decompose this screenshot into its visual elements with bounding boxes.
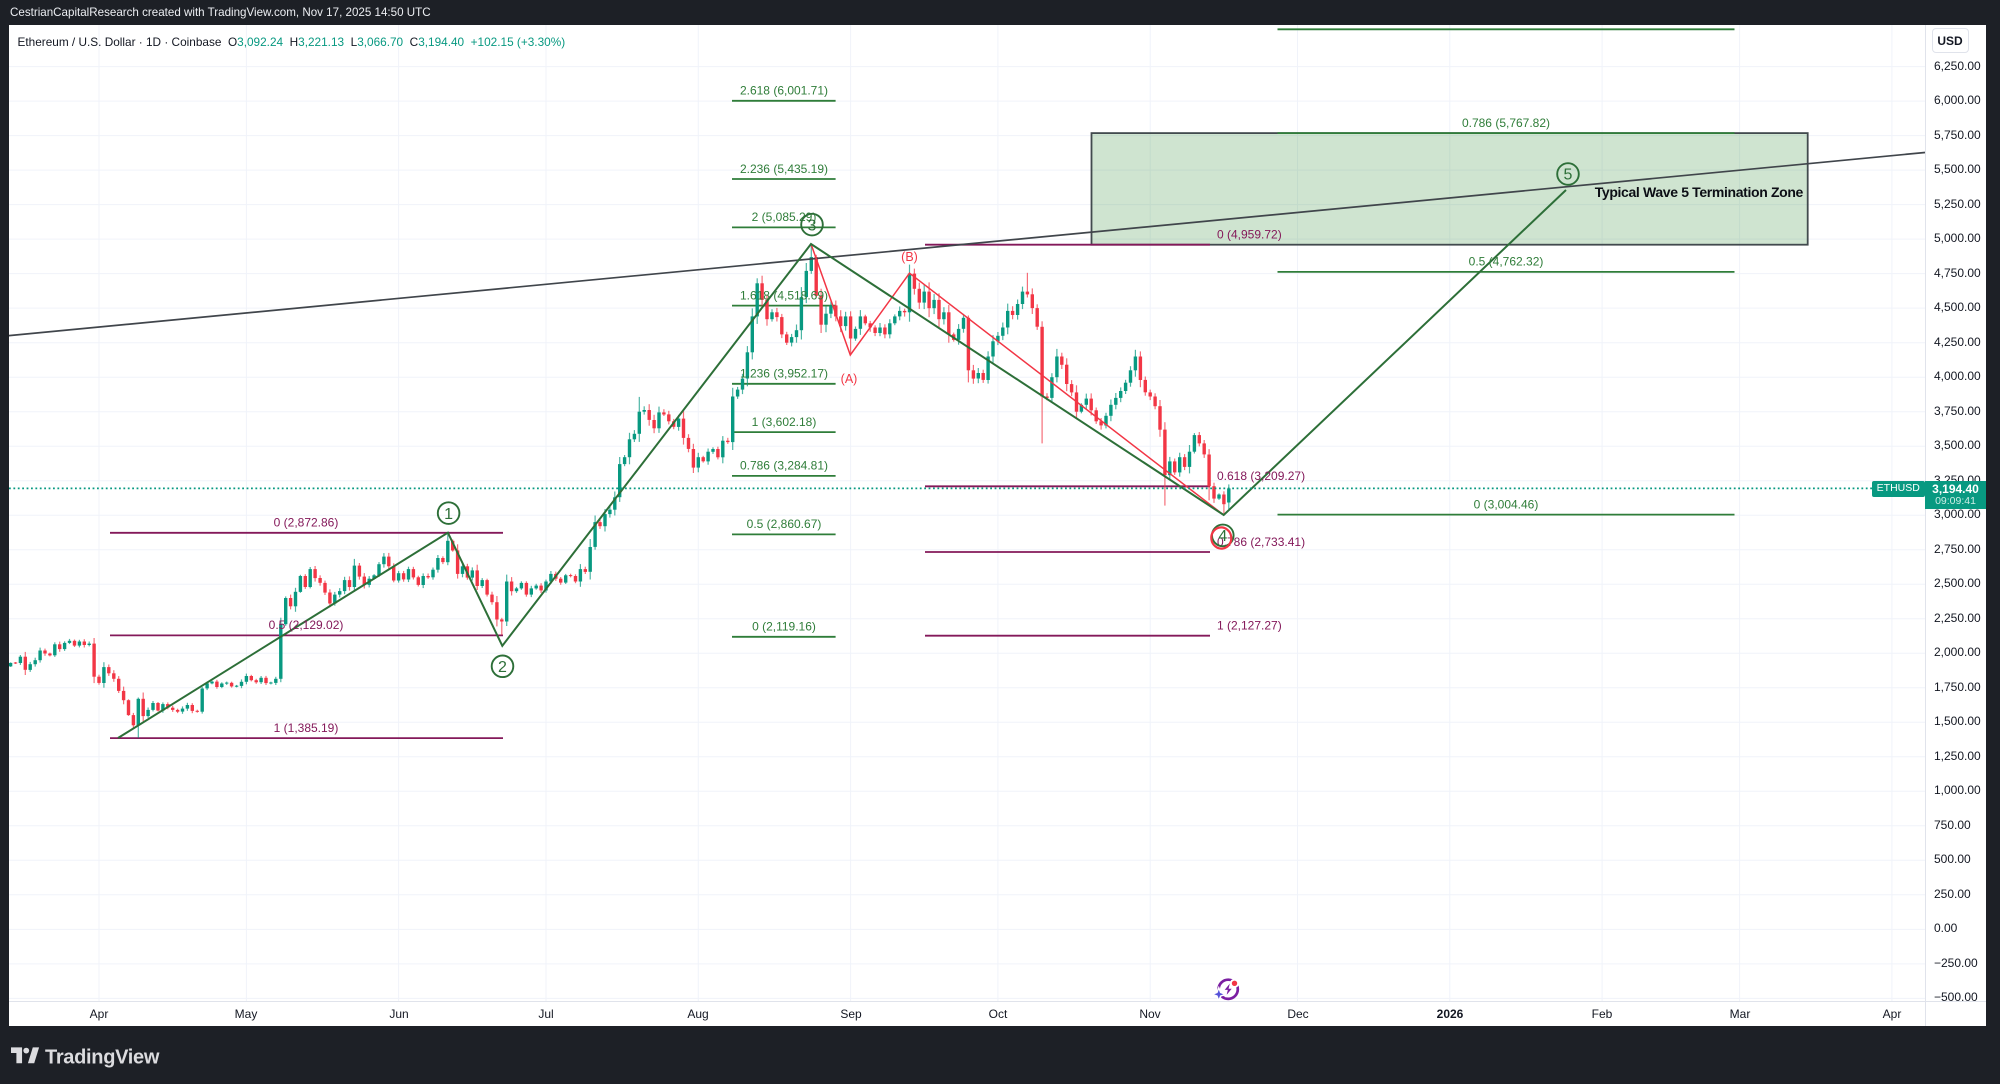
svg-text:(A): (A) xyxy=(841,372,858,386)
svg-text:0.5 (4,762.32): 0.5 (4,762.32) xyxy=(1469,255,1544,269)
svg-text:2.618 (6,001.71): 2.618 (6,001.71) xyxy=(740,84,828,98)
svg-text:0.5 (2,860.67): 0.5 (2,860.67) xyxy=(747,517,822,531)
svg-text:2.236 (5,435.19): 2.236 (5,435.19) xyxy=(740,162,828,176)
svg-text:0.786 (2,733.41): 0.786 (2,733.41) xyxy=(1217,535,1305,549)
svg-text:3: 3 xyxy=(808,217,817,234)
svg-text:0 (2,119.16): 0 (2,119.16) xyxy=(752,620,816,634)
svg-text:Typical Wave 5 Termination Zon: Typical Wave 5 Termination Zone xyxy=(1595,184,1804,200)
svg-text:1.236 (3,952.17): 1.236 (3,952.17) xyxy=(740,367,828,381)
svg-text:0 (3,004.46): 0 (3,004.46) xyxy=(1474,497,1539,511)
svg-text:1 (3,602.18): 1 (3,602.18) xyxy=(752,415,817,429)
svg-text:0.786 (3,284.81): 0.786 (3,284.81) xyxy=(740,459,828,473)
svg-text:0.5 (2,129.02): 0.5 (2,129.02) xyxy=(269,618,344,632)
svg-text:TradingView: TradingView xyxy=(45,1046,160,1068)
svg-text:1 (2,127.27): 1 (2,127.27) xyxy=(1217,619,1282,633)
svg-text:1: 1 xyxy=(444,506,453,523)
svg-text:4: 4 xyxy=(1218,528,1227,545)
svg-text:(B): (B) xyxy=(901,250,918,264)
svg-text:2: 2 xyxy=(498,659,507,676)
svg-text:2 (5,085.29): 2 (5,085.29) xyxy=(752,210,817,224)
svg-text:0.618 (3,209.27): 0.618 (3,209.27) xyxy=(1217,469,1305,483)
svg-text:0 (4,959.72): 0 (4,959.72) xyxy=(1217,228,1282,242)
svg-text:0.786 (5,767.82): 0.786 (5,767.82) xyxy=(1462,116,1550,130)
svg-text:1 (1,385.19): 1 (1,385.19) xyxy=(274,721,339,735)
svg-text:1.618 (4,518.69): 1.618 (4,518.69) xyxy=(740,288,828,302)
svg-text:5: 5 xyxy=(1564,167,1573,184)
svg-text:0 (2,872.86): 0 (2,872.86) xyxy=(274,516,339,530)
